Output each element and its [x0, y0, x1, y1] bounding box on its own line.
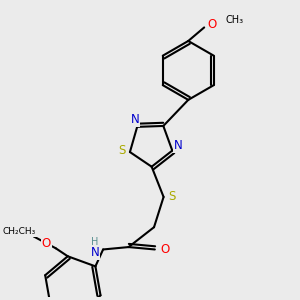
- Text: O: O: [160, 243, 170, 256]
- Text: CH₂CH₃: CH₂CH₃: [3, 227, 36, 236]
- Text: N: N: [91, 246, 100, 259]
- Text: S: S: [118, 144, 126, 157]
- Text: H: H: [92, 236, 99, 247]
- Text: N: N: [174, 139, 183, 152]
- Text: CH₃: CH₃: [225, 15, 244, 25]
- Text: S: S: [169, 190, 176, 202]
- Text: O: O: [42, 237, 51, 250]
- Text: O: O: [208, 18, 217, 31]
- Text: N: N: [130, 113, 139, 126]
